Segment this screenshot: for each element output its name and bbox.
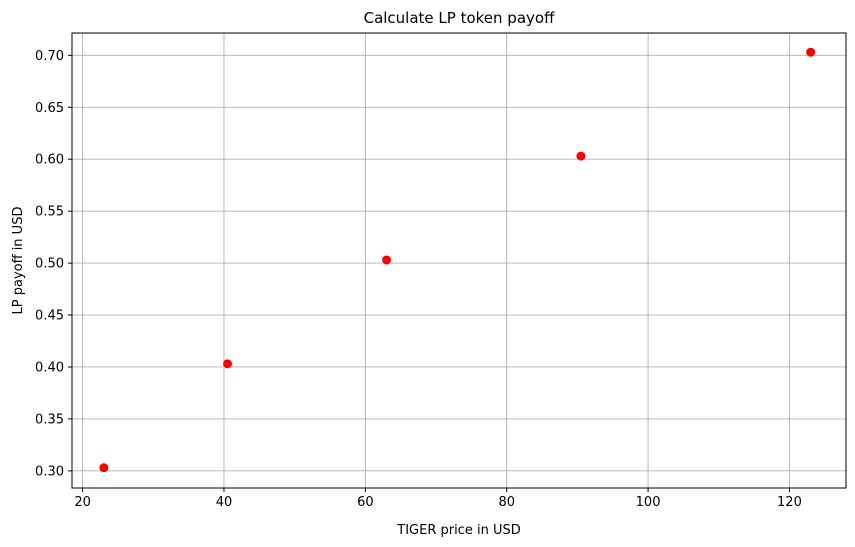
data-point bbox=[576, 151, 586, 161]
data-points bbox=[99, 47, 816, 473]
y-tick-label: 0.35 bbox=[35, 412, 64, 427]
y-tick-label: 0.40 bbox=[35, 360, 64, 375]
data-point bbox=[223, 359, 233, 369]
data-point bbox=[99, 463, 109, 473]
y-tick-label: 0.30 bbox=[35, 464, 64, 479]
y-tick-label: 0.65 bbox=[35, 101, 64, 116]
y-tick-label: 0.55 bbox=[35, 205, 64, 220]
x-axis-label: TIGER price in USD bbox=[396, 523, 520, 538]
x-tick-label: 60 bbox=[357, 495, 374, 510]
y-tick-label: 0.50 bbox=[35, 257, 64, 272]
tick-marks: 20 40 60 80 100 120 0.30 0.35 0.40 0.45 0.50 0.55 0.… bbox=[35, 49, 802, 510]
x-tick-label: 20 bbox=[74, 495, 91, 510]
x-tick-label: 40 bbox=[216, 495, 233, 510]
y-axis-label: LP payoff in USD bbox=[11, 207, 26, 315]
y-tick-label: 0.45 bbox=[35, 309, 64, 324]
x-tick-label: 80 bbox=[498, 495, 515, 510]
data-point bbox=[382, 255, 392, 265]
plot-area bbox=[72, 33, 846, 488]
grid-lines bbox=[72, 33, 846, 488]
x-tick-label: 120 bbox=[777, 495, 802, 510]
axes-frame bbox=[71, 32, 847, 489]
x-tick-label: 100 bbox=[636, 495, 661, 510]
y-tick-label: 0.70 bbox=[35, 49, 64, 64]
axes bbox=[71, 32, 847, 489]
y-tick-label: 0.60 bbox=[35, 153, 64, 168]
data-point bbox=[806, 47, 816, 57]
chart-title: Calculate LP token payoff bbox=[364, 9, 555, 27]
